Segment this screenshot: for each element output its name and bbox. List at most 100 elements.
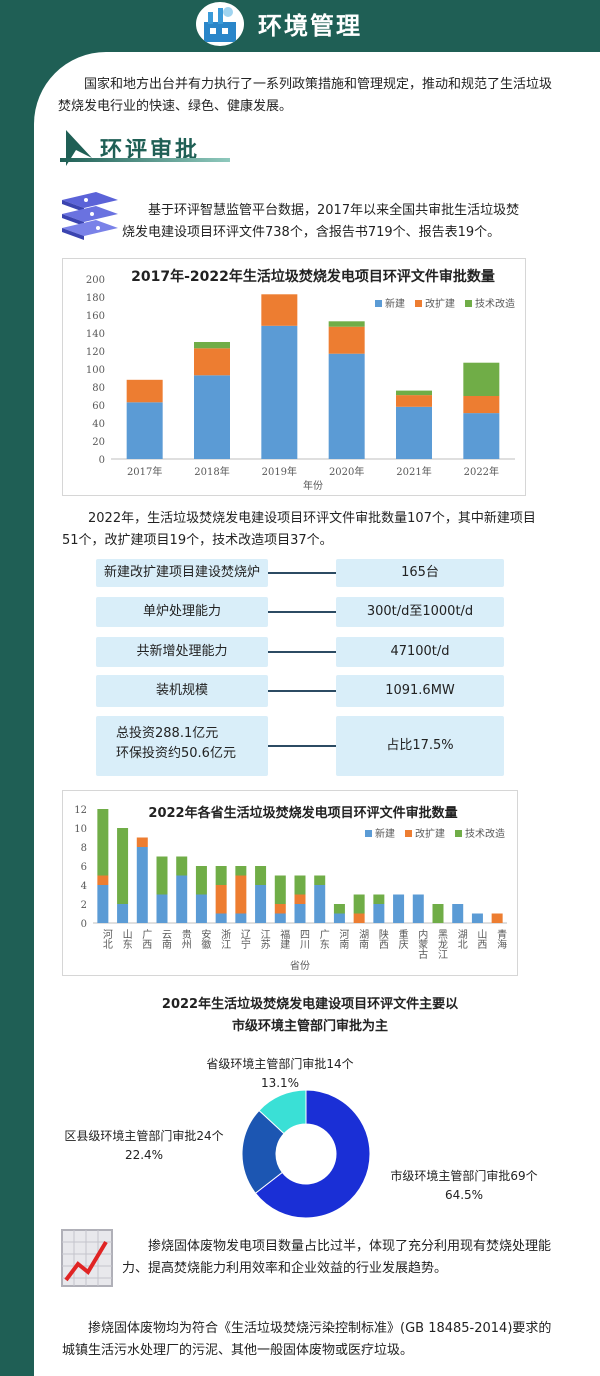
bar-segment-技术改造 bbox=[463, 362, 500, 396]
x-tick-label: 河南 bbox=[337, 929, 349, 949]
chart-title: 2017年-2022年生活垃圾焚烧发电项目环评文件审批数量 bbox=[131, 268, 495, 285]
donut-label-city: 市级环境主管部门审批69个 64.5% bbox=[382, 1168, 546, 1204]
chart-yearly: 0 20 40 60 80 100 120 140 160 180 200 2017年 2018年 201… bbox=[86, 268, 515, 492]
stat-connector bbox=[268, 572, 336, 574]
bottom-text-1: 掺烧固体废物发电项目数量占比过半，体现了充分利用现有焚烧处理能力、提高焚烧能力利… bbox=[122, 1239, 552, 1276]
section-underline bbox=[60, 158, 230, 162]
bar-segment-新建 bbox=[176, 875, 188, 923]
page-title: 环境管理 bbox=[258, 12, 362, 40]
donut-label-county-pct: 22.4% bbox=[124, 1148, 164, 1162]
x-tick-label: 黑龙江 bbox=[436, 929, 448, 959]
bar-segment-技术改造 bbox=[156, 856, 168, 895]
legend-swatch bbox=[365, 830, 372, 837]
x-tick-label: 广东 bbox=[317, 929, 329, 949]
y-tick-label: 0 bbox=[81, 919, 87, 930]
bar-segment-改扩建 bbox=[215, 885, 227, 914]
bar-segment-新建 bbox=[156, 894, 168, 923]
bar-segment-技术改造 bbox=[432, 904, 444, 923]
y-tick-label: 6 bbox=[81, 862, 87, 873]
bar-segment-新建 bbox=[261, 325, 298, 459]
x-tick-label: 广西 bbox=[140, 929, 152, 949]
bar-segment-新建 bbox=[333, 913, 345, 923]
donut-title-line1: 2022年生活垃圾焚烧发电建设项目环评文件主要以 bbox=[161, 997, 459, 1012]
bar-segment-新建 bbox=[328, 353, 365, 459]
legend-label: 新建 bbox=[385, 297, 405, 310]
x-tick-label: 浙江 bbox=[219, 929, 231, 949]
y-tick-label: 200 bbox=[86, 275, 105, 286]
chart-province-box: 0 2 4 6 8 10 12 河北 山东 广西 云南 贵州 安徽 浙江 辽宁 江苏 福建 四川 广东 河南 湖南 陕西重… bbox=[62, 790, 518, 976]
donut-label-city-pct: 64.5% bbox=[444, 1188, 484, 1202]
bar-segment-技术改造 bbox=[194, 342, 230, 349]
stat-label-capacity: 单炉处理能力 bbox=[96, 597, 268, 627]
bar-segment-新建 bbox=[235, 913, 247, 923]
stat-value-furnaces: 165台 bbox=[336, 559, 504, 587]
bar-segment-改扩建 bbox=[261, 294, 298, 326]
chart-province: 0 2 4 6 8 10 12 河北 山东 广西 云南 贵州 安徽 浙江 辽宁 江苏 福建 四川 广东 河南 湖南 陕西重… bbox=[74, 805, 507, 972]
x-tick-label: 2020年 bbox=[329, 465, 364, 478]
legend-swatch bbox=[455, 830, 462, 837]
legend-swatch bbox=[405, 830, 412, 837]
x-tick-label: 陕西 bbox=[376, 928, 388, 949]
x-tick-label: 2018年 bbox=[194, 465, 229, 478]
bar-segment-改扩建 bbox=[274, 904, 286, 914]
chart-yearly-box: 0 20 40 60 80 100 120 140 160 180 200 2017年 2018年 201… bbox=[62, 258, 526, 496]
bar-segment-技术改造 bbox=[373, 894, 385, 904]
stat-connector bbox=[268, 651, 336, 653]
bar-segment-改扩建 bbox=[235, 875, 247, 914]
y-tick-label: 0 bbox=[99, 455, 105, 466]
stat-label-investment: 总投资288.1亿元 环保投资约50.6亿元 bbox=[96, 716, 268, 776]
y-tick-label: 160 bbox=[86, 311, 105, 322]
y-tick-label: 12 bbox=[74, 805, 87, 816]
bar-segment-新建 bbox=[126, 402, 163, 459]
x-tick-label: 福建 bbox=[278, 928, 290, 949]
x-tick-label: 四川 bbox=[298, 929, 310, 949]
bar-segment-新建 bbox=[274, 913, 286, 923]
bar-segment-改扩建 bbox=[463, 396, 500, 414]
bar-segment-技术改造 bbox=[333, 904, 345, 914]
investment-total: 总投资288.1亿元 bbox=[116, 726, 219, 741]
donut-slice bbox=[258, 1089, 307, 1135]
y-tick-label: 180 bbox=[86, 293, 105, 304]
bar-segment-新建 bbox=[412, 894, 424, 923]
bar-segment-新建 bbox=[194, 375, 230, 459]
x-tick-label: 2017年 bbox=[127, 465, 162, 478]
arrow-right-icon bbox=[66, 130, 92, 166]
y-tick-label: 100 bbox=[86, 365, 105, 376]
bar-segment-新建 bbox=[314, 885, 326, 923]
stat-connector bbox=[268, 611, 336, 613]
bar-segment-新建 bbox=[463, 413, 500, 459]
intro-text: 国家和地方出台并有力执行了一系列政策措施和管理规定，推动和规范了生活垃圾焚烧发电… bbox=[58, 77, 553, 114]
factory-icon bbox=[196, 2, 244, 46]
y-tick-label: 40 bbox=[92, 419, 105, 430]
legend-swatch bbox=[415, 300, 422, 307]
x-tick-label: 2021年 bbox=[396, 465, 431, 478]
bar-segment-新建 bbox=[393, 894, 405, 923]
y-tick-label: 8 bbox=[81, 843, 87, 854]
stat-value-installed: 1091.6MW bbox=[336, 675, 504, 707]
legend-label: 新建 bbox=[375, 827, 395, 840]
y-tick-label: 4 bbox=[81, 881, 87, 892]
stat-label-installed: 装机规模 bbox=[96, 675, 268, 707]
bar-segment-改扩建 bbox=[294, 894, 306, 904]
bar-segment-技术改造 bbox=[274, 875, 286, 904]
x-tick-label: 2022年 bbox=[464, 465, 499, 478]
bar-segment-改扩建 bbox=[396, 395, 432, 407]
legend-label: 改扩建 bbox=[425, 297, 455, 310]
x-tick-label: 湖南 bbox=[357, 929, 369, 949]
bar-segment-新建 bbox=[117, 904, 129, 923]
legend-label: 技术改造 bbox=[475, 297, 515, 310]
x-axis-label: 省份 bbox=[290, 959, 310, 972]
bar-segment-技术改造 bbox=[328, 321, 365, 327]
bar-segment-新建 bbox=[97, 885, 109, 923]
bar-segment-新建 bbox=[294, 904, 306, 923]
x-tick-label: 山西 bbox=[475, 929, 487, 949]
bar-segment-技术改造 bbox=[255, 866, 267, 885]
bar-segment-技术改造 bbox=[353, 894, 365, 914]
x-tick-label: 河北 bbox=[100, 929, 112, 949]
bar-segment-改扩建 bbox=[136, 837, 148, 847]
x-tick-label: 云南 bbox=[160, 929, 172, 949]
y-tick-label: 120 bbox=[86, 347, 105, 358]
bottom-text-2: 掺烧固体废物均为符合《生活垃圾焚烧污染控制标准》(GB 18485-2014)要… bbox=[62, 1321, 552, 1358]
bar-segment-新建 bbox=[215, 913, 227, 923]
donut-label-county-text: 区县级环境主管部门审批24个 bbox=[64, 1129, 224, 1143]
